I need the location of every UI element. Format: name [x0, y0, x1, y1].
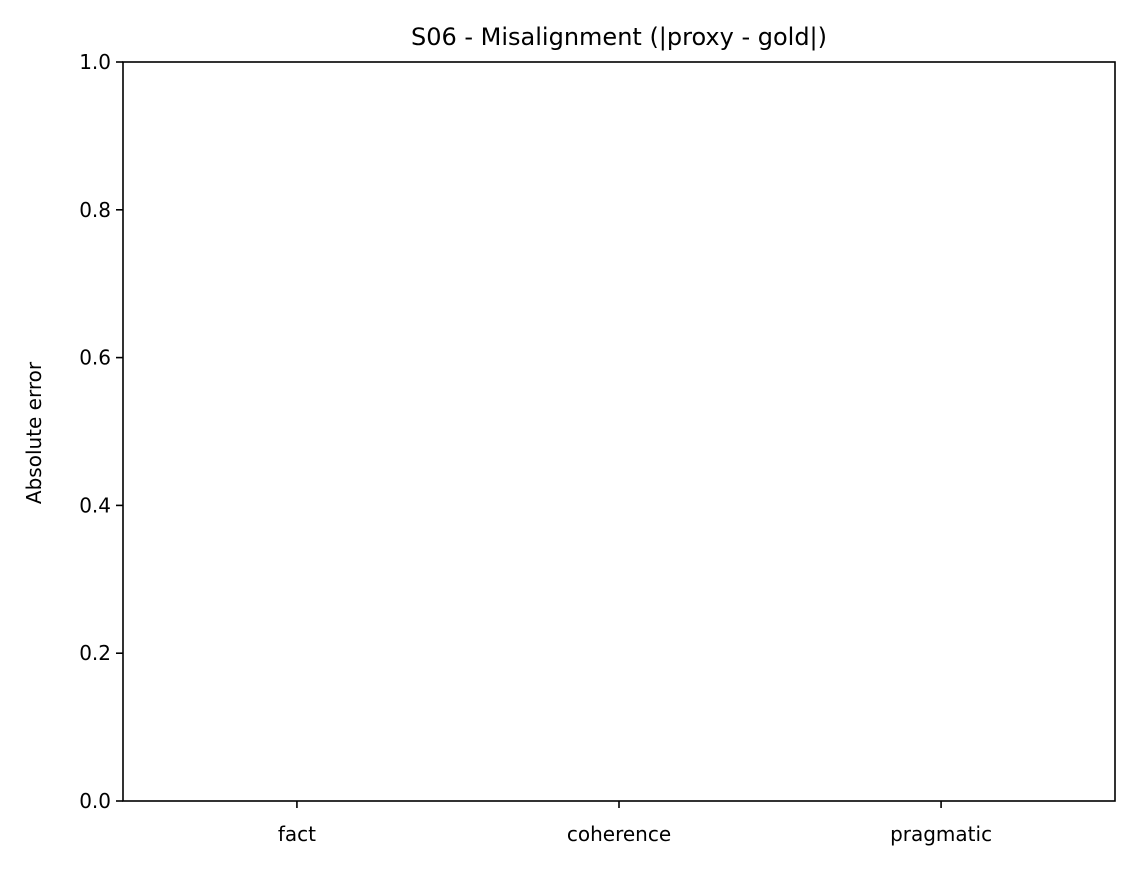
y-axis-ticks: 0.0 0.2 0.4 0.6 0.8 1.0: [79, 50, 123, 813]
x-tick-label-fact: fact: [278, 822, 316, 846]
x-tick-label-pragmatic: pragmatic: [890, 822, 992, 846]
y-tick-label: 0.4: [79, 493, 111, 517]
y-tick-label: 0.2: [79, 641, 111, 665]
y-tick-label: 0.8: [79, 198, 111, 222]
y-tick-label: 1.0: [79, 50, 111, 74]
chart-title: S06 - Misalignment (|proxy - gold|): [411, 23, 827, 51]
x-tick-label-coherence: coherence: [567, 822, 671, 846]
plot-frame: [122, 61, 1116, 802]
y-axis-label: Absolute error: [22, 361, 46, 504]
x-axis-ticks: fact coherence pragmatic: [278, 801, 992, 846]
y-tick-label: 0.0: [79, 789, 111, 813]
y-tick-label: 0.6: [79, 346, 111, 370]
